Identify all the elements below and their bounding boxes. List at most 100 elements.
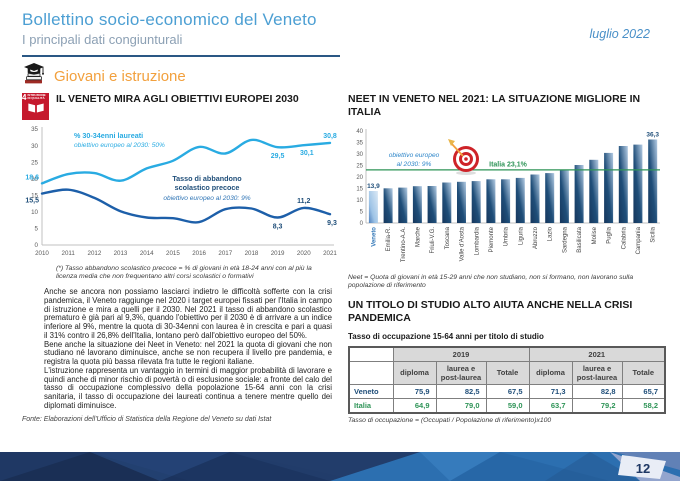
svg-text:30,8: 30,8 — [323, 133, 337, 140]
neet-bar-chart: 0 5 10 15 20 25 30 35 40 Veneto 13,9 Emilia-R. Trent… — [348, 123, 664, 271]
table-value: 79,2 — [571, 397, 623, 414]
svg-text:30,1: 30,1 — [300, 150, 314, 157]
svg-text:25: 25 — [356, 164, 363, 170]
svg-text:15: 15 — [31, 193, 38, 200]
bar-Calabria — [618, 146, 628, 224]
svg-text:Sicilia: Sicilia — [651, 227, 657, 243]
svg-text:9,3: 9,3 — [327, 220, 337, 227]
svg-text:Lazio: Lazio — [548, 227, 554, 242]
svg-text:2017: 2017 — [218, 250, 232, 257]
row-label: Veneto — [348, 383, 394, 399]
svg-text:Veneto: Veneto — [371, 227, 377, 247]
svg-text:Calabria: Calabria — [621, 227, 627, 250]
svg-text:10: 10 — [356, 198, 363, 204]
open-book-icon — [27, 103, 44, 113]
svg-text:11,2: 11,2 — [297, 198, 310, 205]
svg-text:36,3: 36,3 — [646, 132, 659, 139]
series-0 — [40, 138, 332, 185]
svg-text:2021: 2021 — [323, 250, 337, 257]
svg-text:35: 35 — [356, 141, 363, 147]
svg-text:Piemonte: Piemonte — [489, 227, 495, 253]
col-header: laurea e post-laurea — [571, 360, 623, 385]
employment-table-title: UN TITOLO DI STUDIO ALTO AIUTA ANCHE NEL… — [348, 298, 633, 324]
table-corner-cell — [348, 346, 394, 362]
svg-text:Puglia: Puglia — [607, 227, 613, 244]
svg-text:0: 0 — [35, 242, 39, 249]
svg-text:10: 10 — [31, 209, 38, 216]
bar-Valle d'Aosta — [457, 182, 466, 224]
dartboard-target-icon — [448, 139, 479, 176]
svg-text:2015: 2015 — [166, 250, 180, 257]
bar-Marche — [412, 186, 422, 224]
svg-text:Basilicata: Basilicata — [577, 227, 583, 253]
table-value: 65,7 — [621, 383, 666, 399]
svg-text:0: 0 — [360, 221, 364, 227]
svg-text:obiettivo europeo: obiettivo europeo — [389, 152, 440, 159]
svg-text:Umbria: Umbria — [504, 227, 510, 247]
svg-text:20: 20 — [31, 176, 38, 183]
svg-text:15: 15 — [356, 187, 363, 193]
svg-text:% 30-34enni laureati: % 30-34enni laureati — [74, 131, 143, 140]
table-corner-cell — [348, 360, 394, 385]
table-value: 64,9 — [392, 397, 437, 414]
dropout-footnote: (*) Tasso abbandono scolastico precoce =… — [56, 265, 312, 281]
svg-text:2020: 2020 — [297, 250, 311, 257]
svg-text:18,6: 18,6 — [25, 174, 39, 181]
svg-text:obiettivo europeo al 2030: 9%: obiettivo europeo al 2030: 9% — [163, 195, 250, 202]
col-header: Totale — [621, 360, 666, 385]
footer-decoration: 12 — [0, 452, 680, 481]
body-paragraph: Bene anche la situazione dei Neet in Ven… — [44, 339, 332, 367]
sdg-label: ISTRUZIONE DI QUALITÀ — [27, 93, 46, 101]
svg-text:Abruzzo: Abruzzo — [533, 227, 539, 250]
svg-text:Liguria: Liguria — [518, 227, 524, 246]
svg-text:Tasso di abbandono: Tasso di abbandono — [172, 174, 242, 183]
svg-text:obiettivo europeo al 2030: 50%: obiettivo europeo al 2030: 50% — [74, 142, 165, 149]
svg-text:Molise: Molise — [592, 227, 598, 245]
bar-Toscana — [442, 182, 452, 224]
svg-text:Emilia-R.: Emilia-R. — [386, 227, 392, 252]
table-value: 67,5 — [485, 383, 530, 399]
bar-Sardegna — [559, 169, 569, 224]
col-header: diploma — [528, 360, 573, 385]
svg-text:8,3: 8,3 — [273, 224, 283, 231]
bar-Umbria — [501, 179, 511, 224]
body-paragraph: Anche se ancora non possiamo lasciarci i… — [44, 287, 332, 340]
svg-text:30: 30 — [31, 143, 38, 150]
bar-Basilicata — [574, 165, 584, 224]
svg-text:Sardegna: Sardegna — [562, 227, 568, 254]
bar-Lazio — [545, 173, 555, 224]
svg-text:2016: 2016 — [192, 250, 206, 257]
bar-Friuli-V.G. — [427, 186, 437, 224]
svg-text:29,5: 29,5 — [271, 153, 285, 160]
bar-Puglia — [604, 153, 614, 224]
svg-text:20: 20 — [356, 175, 363, 181]
page-subtitle: I principali dati congiunturali — [22, 32, 183, 47]
svg-text:Lombardia: Lombardia — [474, 227, 480, 256]
bar-Emilia-R. — [383, 188, 393, 224]
table-value: 59,0 — [485, 397, 530, 414]
section-header: Giovani e istruzione — [22, 61, 186, 91]
svg-text:2018: 2018 — [245, 250, 259, 257]
employment-rate-formula-note: Tasso di occupazione = (Occupati / Popol… — [348, 416, 552, 424]
row-label: Italia — [348, 397, 394, 414]
series-1 — [40, 188, 332, 224]
svg-text:35: 35 — [31, 126, 38, 133]
svg-text:30: 30 — [356, 152, 363, 158]
sdg4-quality-education-badge: 4 ISTRUZIONE DI QUALITÀ — [22, 93, 49, 120]
issue-date: luglio 2022 — [589, 27, 650, 41]
bar-Sicilia — [648, 139, 658, 224]
header-divider — [22, 55, 340, 57]
svg-text:2019: 2019 — [271, 250, 285, 257]
svg-text:25: 25 — [31, 159, 38, 166]
table-value: 71,3 — [528, 383, 573, 399]
table-value: 82,5 — [435, 383, 487, 399]
source-line: Fonte: Elaborazioni dell'Ufficio di Stat… — [22, 416, 272, 424]
bar-Liguria — [515, 178, 525, 224]
svg-text:Campania: Campania — [636, 227, 642, 255]
bar-Abruzzo — [530, 174, 540, 224]
bar-Veneto — [368, 191, 378, 224]
svg-text:2014: 2014 — [140, 250, 154, 257]
left-chart-title: IL VENETO MIRA AGLI OBIETTIVI EUROPEI 20… — [56, 93, 299, 105]
laureati-dropout-line-chart: 0 5 10 15 20 25 30 35 2010 2011 2012 2013 2014 2015 20… — [22, 123, 340, 261]
svg-text:2010: 2010 — [35, 250, 49, 257]
